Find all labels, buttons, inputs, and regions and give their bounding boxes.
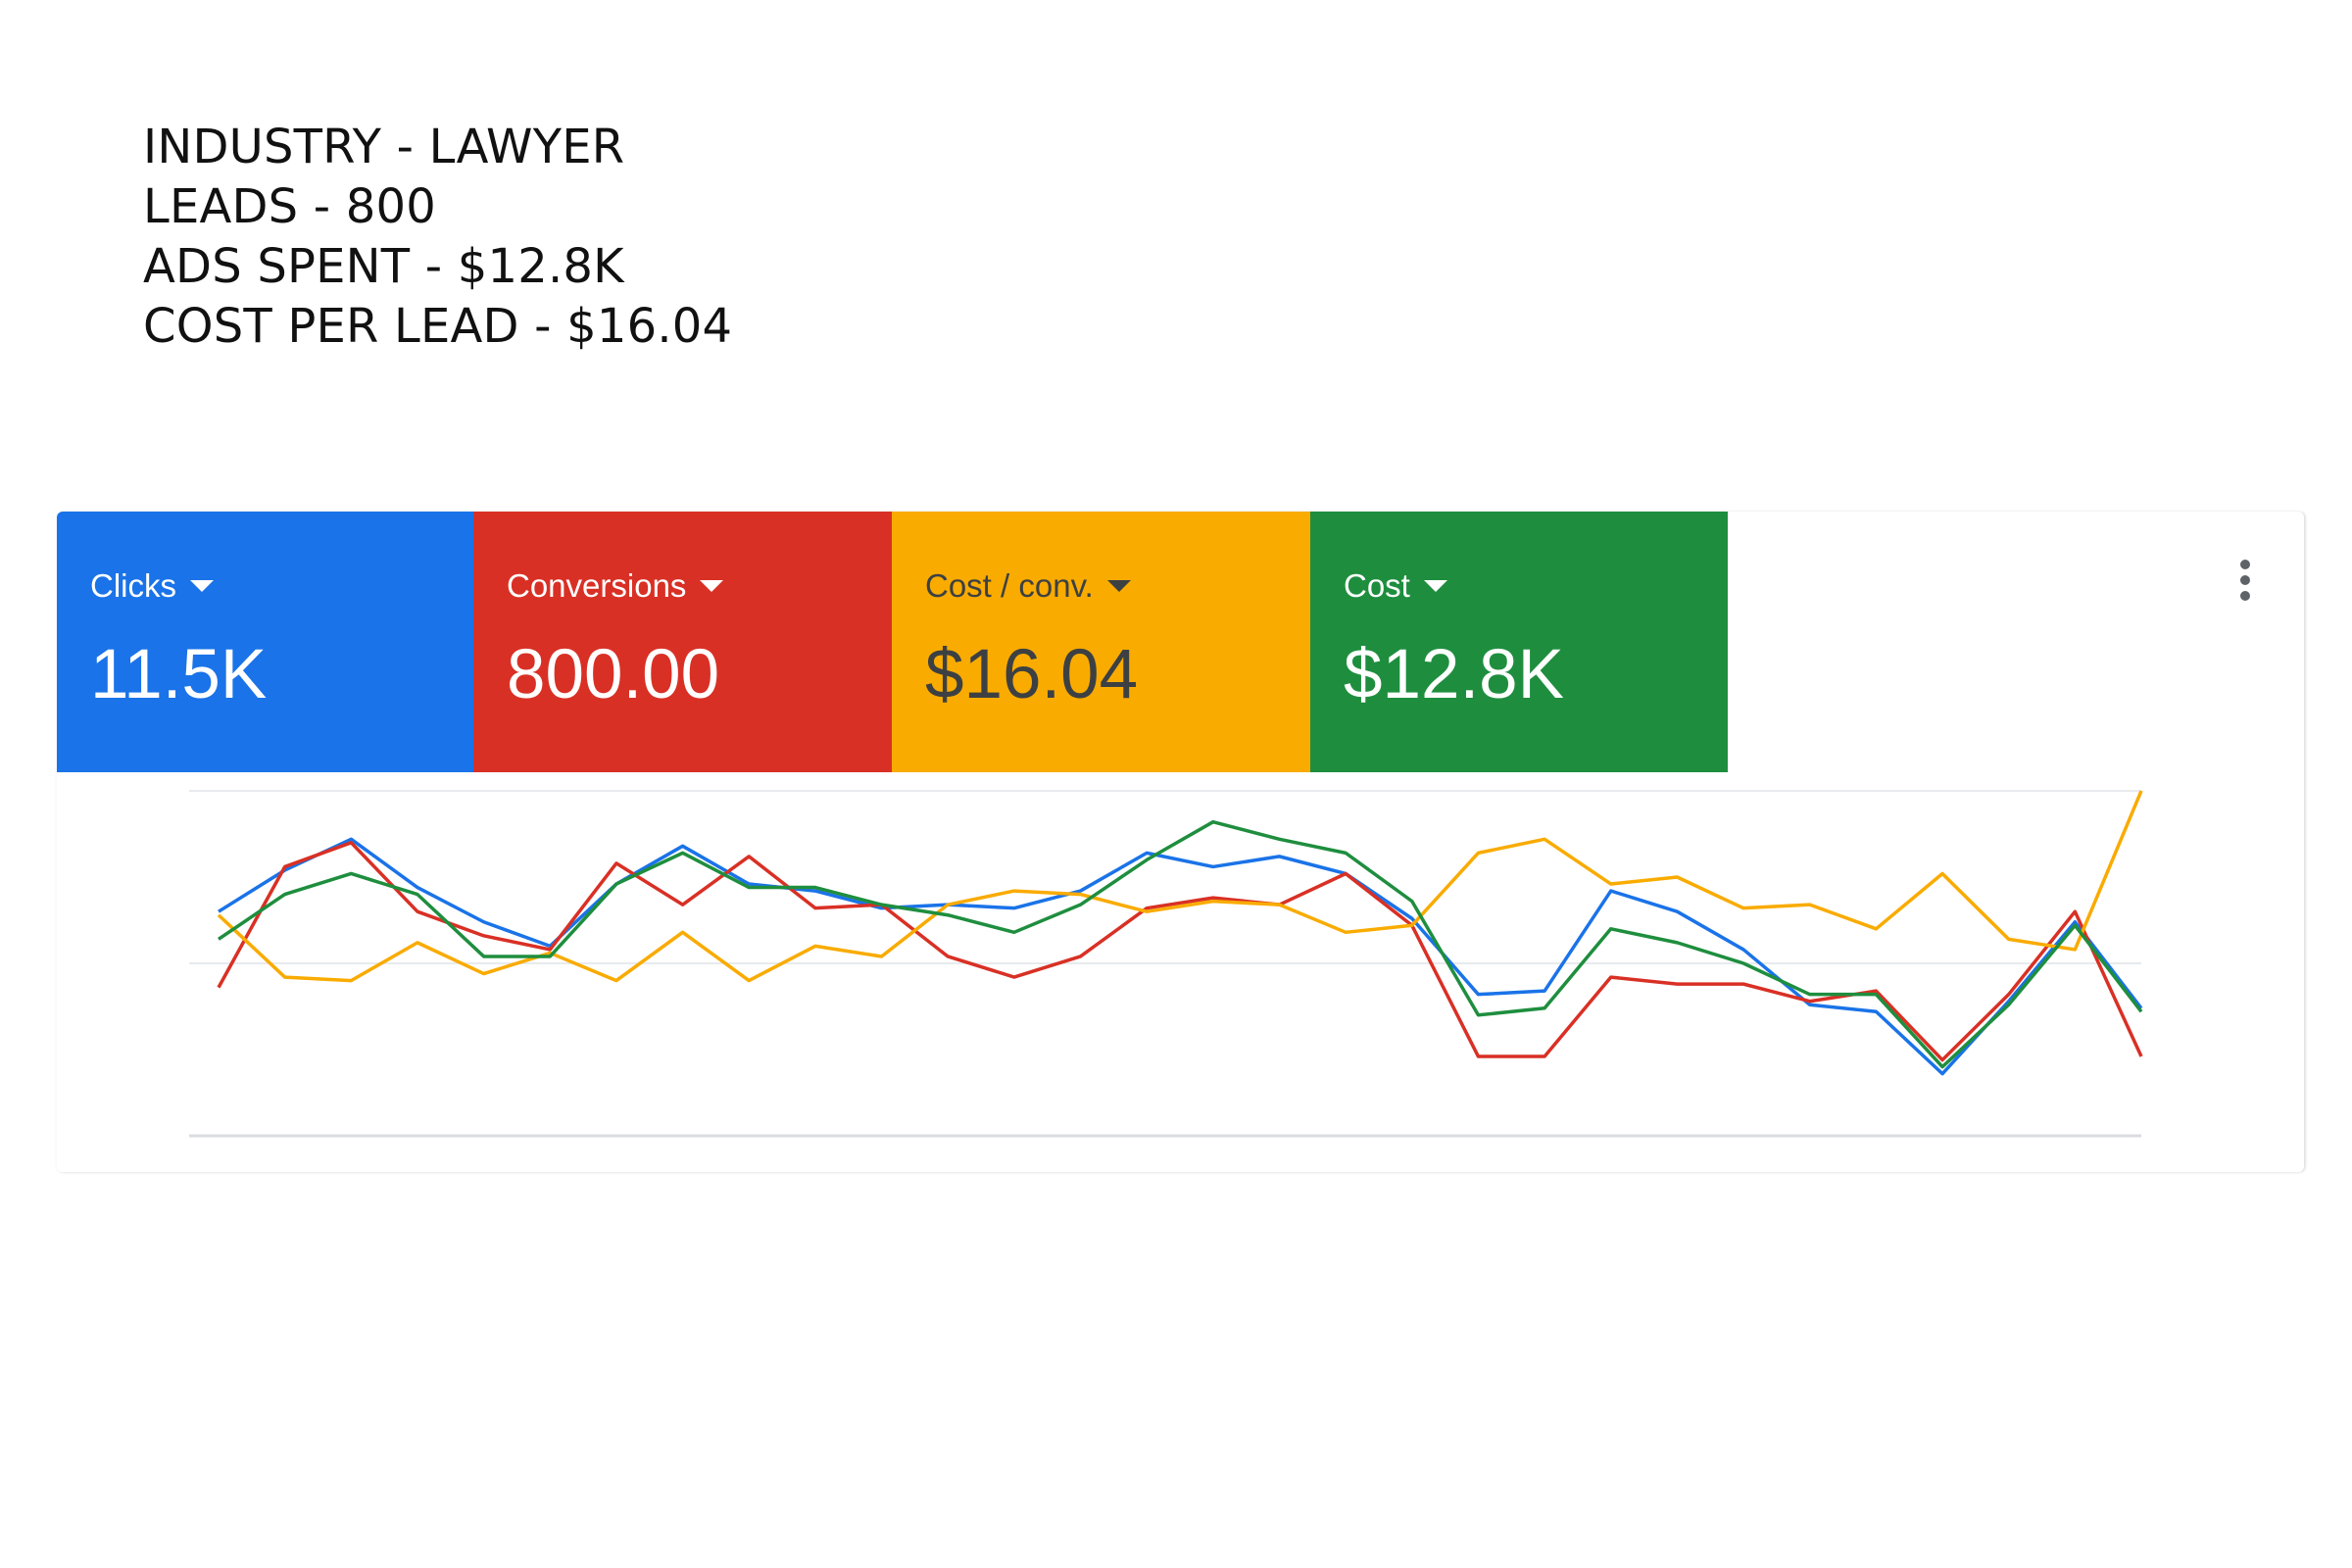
summary-industry: INDUSTRY - LAWYER: [143, 120, 625, 174]
chart-grid: [189, 790, 2141, 1138]
summary-list: INDUSTRY - LAWYER LEADS - 800 ADS SPENT …: [143, 118, 732, 357]
performance-chart: [189, 790, 2143, 1138]
summary-ads-spent: ADS SPENT - $12.8K: [143, 239, 624, 294]
caret-down-icon[interactable]: [700, 580, 724, 592]
chart-series-line-3: [217, 790, 2143, 983]
more-vert-icon[interactable]: [2226, 551, 2265, 610]
caret-down-icon[interactable]: [1423, 580, 1447, 592]
scorecard-conversions-value: 800.00: [507, 636, 720, 713]
scorecard-cost-per-conv-value: $16.04: [925, 636, 1139, 713]
scorecard-conversions-header[interactable]: Conversions: [507, 566, 892, 606]
more-dot: [2240, 591, 2250, 601]
scorecard-cost-header[interactable]: Cost: [1344, 566, 1728, 606]
scorecard-cost-per-conv[interactable]: Cost / conv. $16.04: [892, 512, 1310, 772]
scorecard-cost[interactable]: Cost $12.8K: [1310, 512, 1728, 772]
scorecard-cost-label: Cost: [1344, 567, 1410, 604]
performance-panel: Clicks 11.5K Conversions 800.00 Cost / c…: [57, 512, 2304, 1172]
chart-series-line-1: [218, 837, 2143, 1076]
scorecard-conversions-label: Conversions: [507, 567, 687, 604]
scorecard-cost-per-conv-header[interactable]: Cost / conv.: [925, 566, 1310, 606]
more-dot: [2240, 575, 2250, 585]
scorecard-clicks-header[interactable]: Clicks: [90, 566, 473, 606]
chart-series-line-2: [217, 841, 2143, 1062]
summary-cost-per-lead: COST PER LEAD - $16.04: [143, 299, 733, 354]
caret-down-icon[interactable]: [190, 580, 214, 592]
more-dot: [2240, 560, 2250, 569]
scorecard-clicks-label: Clicks: [90, 567, 176, 604]
scorecard-cost-value: $12.8K: [1344, 636, 1565, 713]
summary-leads: LEADS - 800: [143, 179, 436, 234]
scorecard-cost-per-conv-label: Cost / conv.: [925, 567, 1094, 604]
chart-series-line-4: [218, 819, 2143, 1069]
chart-series-group: [217, 790, 2143, 1076]
scorecard-clicks-value: 11.5K: [90, 636, 268, 713]
scorecard-clicks[interactable]: Clicks 11.5K: [57, 512, 473, 772]
scorecard-conversions[interactable]: Conversions 800.00: [473, 512, 892, 772]
caret-down-icon[interactable]: [1106, 580, 1131, 592]
scorecard-row: Clicks 11.5K Conversions 800.00 Cost / c…: [57, 512, 1728, 772]
